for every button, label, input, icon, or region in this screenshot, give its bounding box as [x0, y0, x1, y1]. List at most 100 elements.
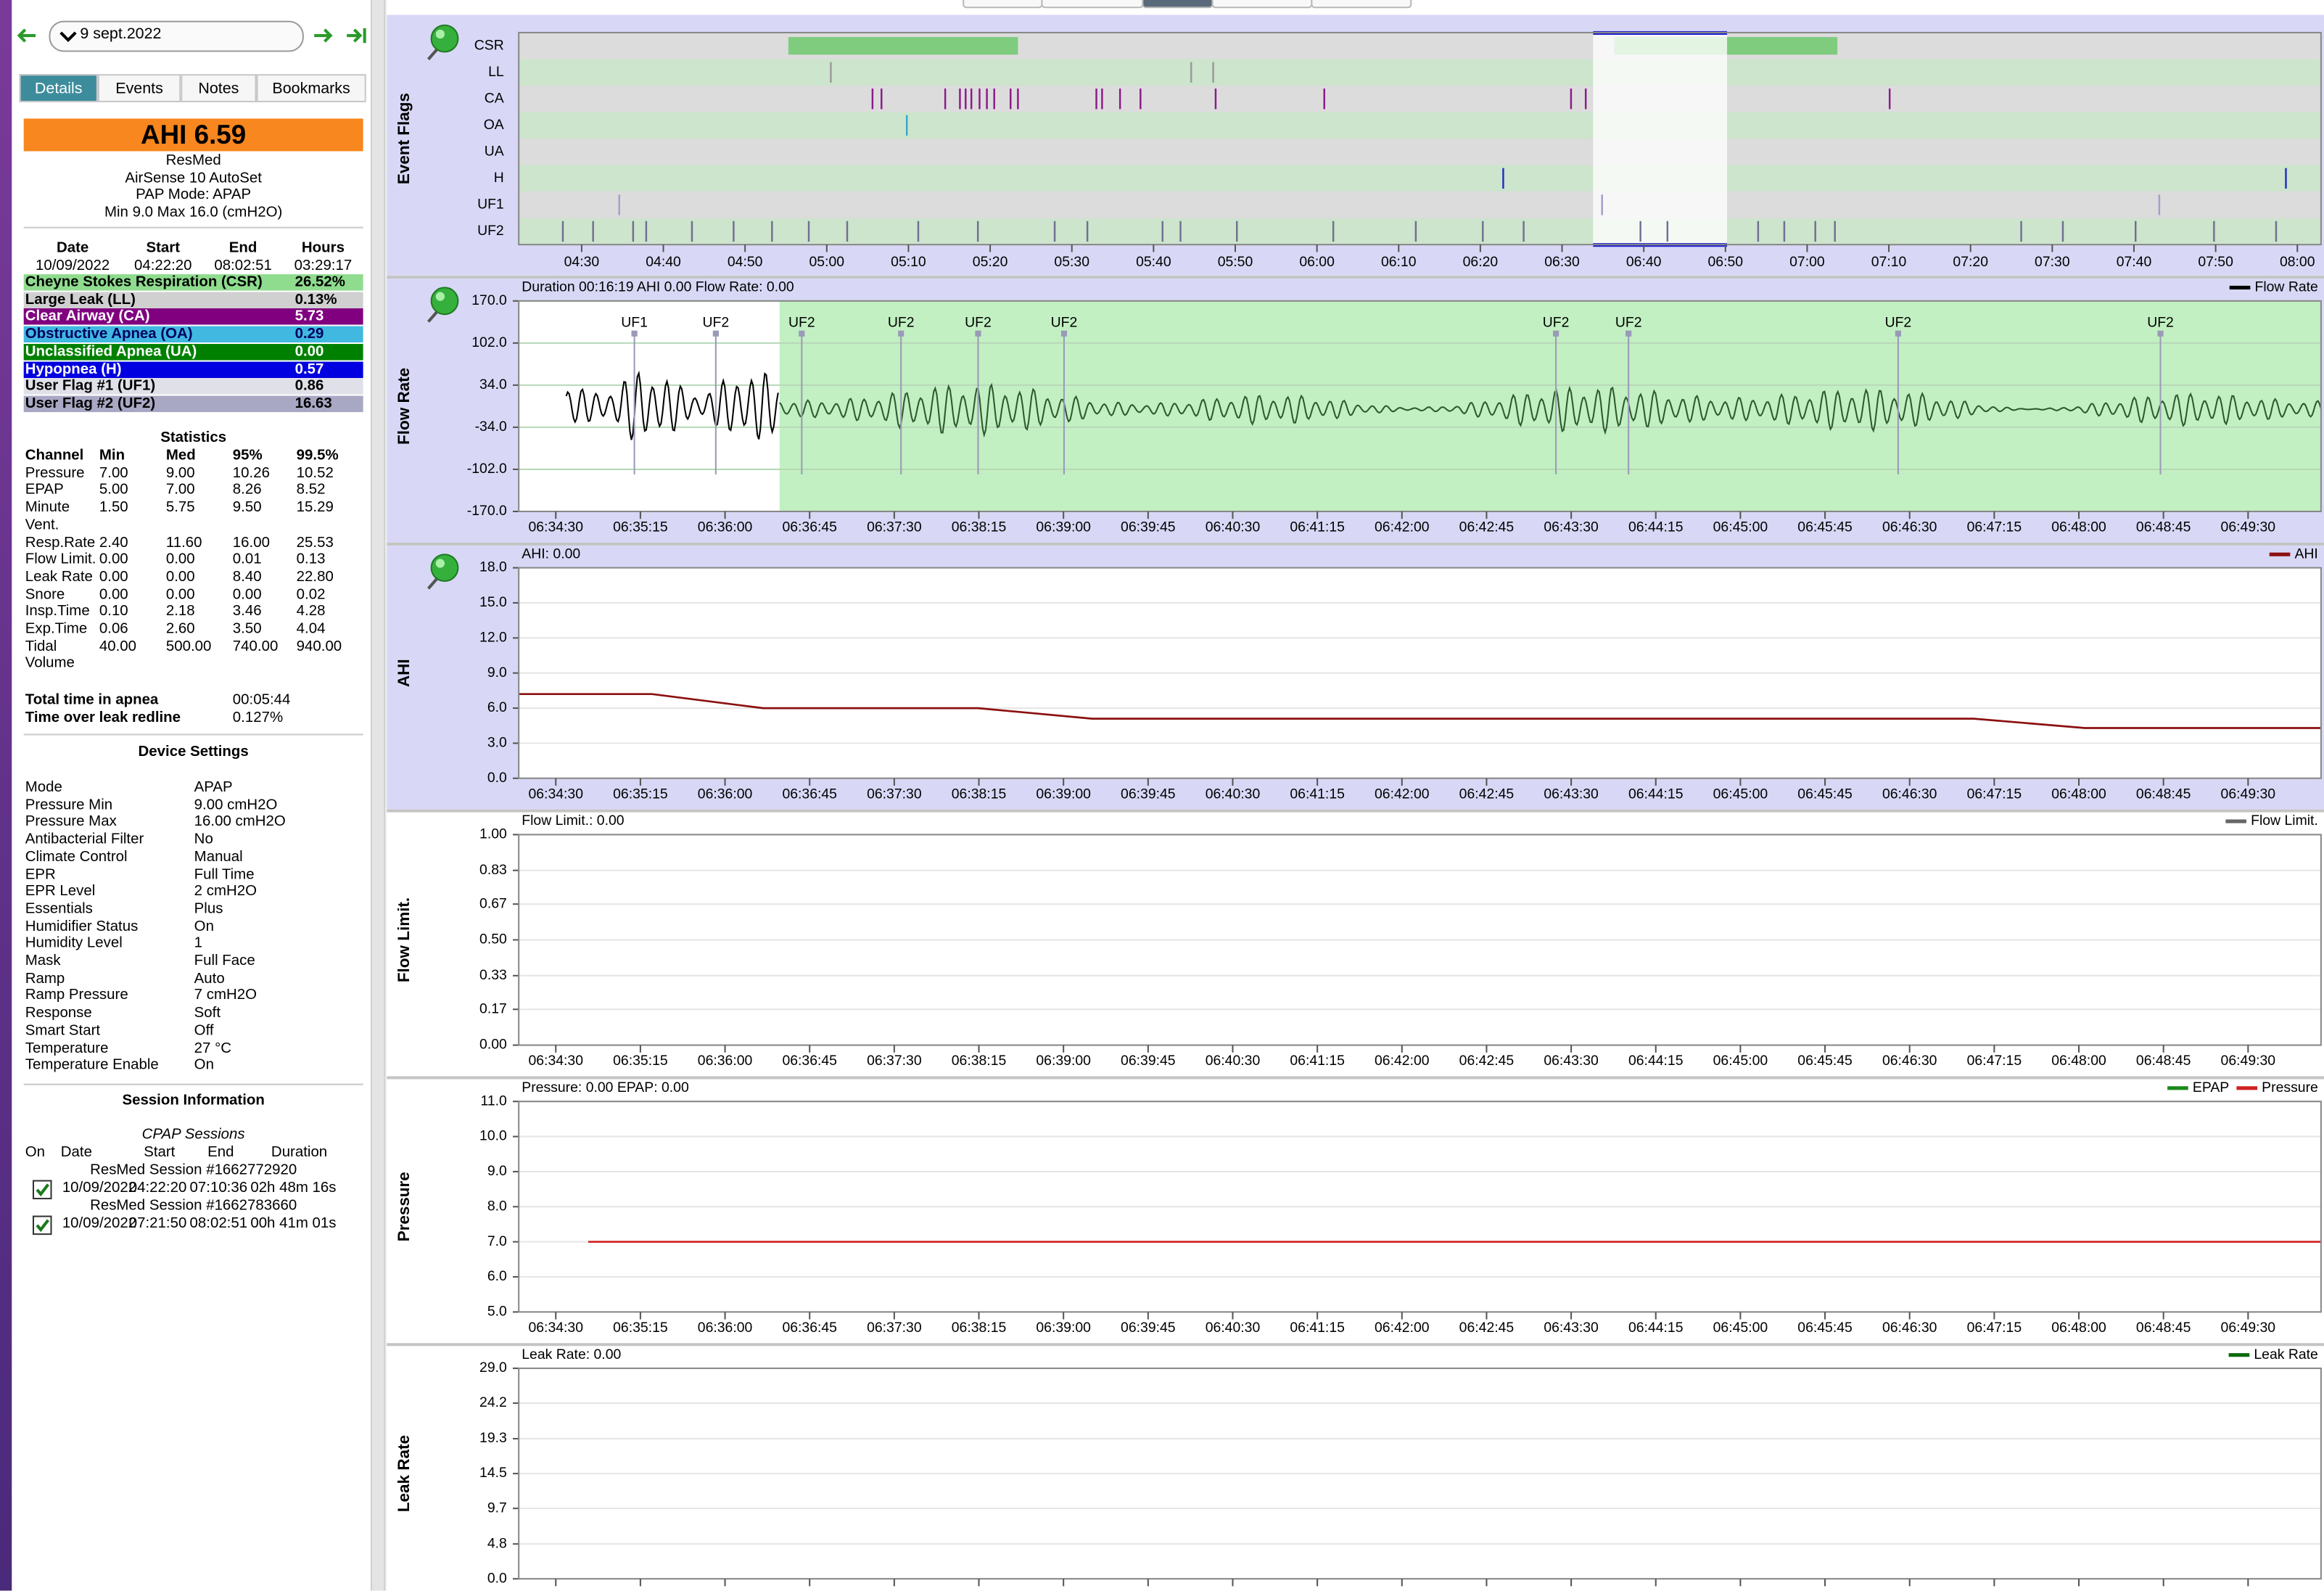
table-cell: APAP [194, 779, 233, 797]
table-row: Essentials Plus [25, 901, 358, 918]
next-day-button[interactable] [311, 25, 335, 46]
y-tick-label: -170.0 [467, 503, 507, 519]
flag-marker-head [712, 330, 719, 337]
table-cell: 40.00 [99, 638, 137, 655]
summary-header: Start [146, 240, 181, 257]
toolbar-button[interactable] [1311, 0, 1412, 9]
x-tick-label: 06:42:45 [1459, 519, 1515, 535]
event-index-value: 5.73 [294, 308, 324, 326]
x-tick-label: 06:47:15 [1967, 1053, 2022, 1069]
tab[interactable]: Notes [181, 74, 257, 102]
y-tick-label: 0.0 [487, 1570, 507, 1586]
toolbar-button[interactable] [963, 0, 1043, 9]
panel-separator [387, 276, 2324, 279]
x-tick-label: 06:45:00 [1713, 1053, 1768, 1069]
device-line: AirSense 10 AutoSet [125, 170, 262, 186]
session-checkbox[interactable] [32, 1215, 52, 1236]
flow-waveform [779, 382, 2322, 438]
event-index-name: Large Leak (LL) [25, 291, 136, 308]
splitter[interactable] [370, 0, 386, 1591]
session-checkbox[interactable] [32, 1180, 52, 1200]
total-label: Total time in apnea [25, 692, 159, 709]
event-index-row: Unclassified Apnea (UA) 0.00 [23, 343, 363, 361]
table-cell: Antibacterial Filter [25, 831, 144, 849]
event-index-value: 0.29 [294, 326, 324, 343]
toolbar-button[interactable] [1142, 0, 1213, 9]
tab[interactable]: Bookmarks [256, 74, 366, 102]
table-cell: 9.00 [165, 465, 195, 482]
plot-border [518, 1101, 2322, 1313]
table-header: Channel Min Med 95% 99.5% [25, 448, 371, 465]
flag-label: UF2 [788, 315, 815, 331]
x-tick-label: 05:30 [1054, 254, 1089, 270]
x-tick-label: 06:35:15 [613, 786, 668, 802]
selection [1593, 32, 1728, 245]
table-cell: 0.00 [165, 551, 195, 569]
table-cell: Off [194, 1022, 214, 1040]
toolbar-button[interactable] [1041, 0, 1144, 9]
y-tick-label: 6.0 [487, 1268, 507, 1284]
flag-marker-head [975, 330, 981, 337]
flag-row-label: CA [485, 90, 504, 106]
section-title: Session Information [122, 1092, 265, 1109]
x-tick-label: 07:30 [2035, 254, 2070, 270]
table-cell: Climate Control [25, 849, 128, 866]
total-value: 00:05:44 [232, 692, 291, 709]
header-cell: 95% [232, 448, 263, 464]
table-cell: Flow Limit. [25, 551, 96, 569]
table-row: Temperature Enable On [25, 1057, 358, 1074]
event-index-value: 0.57 [294, 361, 324, 378]
x-tick-label: 06:39:00 [1036, 519, 1091, 535]
event-index-name: User Flag #2 (UF2) [25, 395, 156, 412]
tab[interactable]: Details [19, 74, 98, 102]
panel-separator [387, 1343, 2324, 1347]
last-day-button[interactable] [345, 25, 369, 46]
separator [23, 226, 363, 229]
table-cell: 0.00 [165, 586, 195, 603]
table-cell: Temperature [25, 1040, 109, 1056]
flag-row-label: UF1 [477, 196, 504, 212]
table-row: Humidity Level 1 [25, 936, 358, 953]
y-tick-label: 0.33 [479, 967, 507, 983]
toolbar-button[interactable] [1211, 0, 1313, 9]
summary-header: Date [56, 240, 89, 257]
x-tick-label: 06:38:15 [952, 1053, 1007, 1069]
x-tick-label: 05:40 [1136, 254, 1171, 270]
x-tick-label: 06:42:00 [1375, 519, 1430, 535]
table-cell: 0.10 [99, 604, 128, 620]
pin-head [430, 554, 459, 583]
table-cell: 3.46 [232, 604, 262, 620]
x-tick-label: 06:43:30 [1544, 519, 1599, 535]
tab[interactable]: Events [97, 74, 181, 102]
x-tick-label: 06:35:15 [613, 519, 668, 535]
y-tick-label: -102.0 [467, 461, 507, 477]
x-tick-label: 06:45:45 [1797, 786, 1853, 802]
date-picker[interactable]: 9 sept.2022 [49, 20, 304, 52]
separator [23, 733, 363, 736]
y-tick-label: 0.0 [487, 770, 507, 786]
dropdown-chevron [59, 31, 77, 43]
flag-marker-head [1060, 330, 1068, 337]
table-row: EPR Level 2 cmH2O [25, 884, 358, 901]
x-tick-label: 06:44:15 [1628, 786, 1684, 802]
total-label: Time over leak redline [25, 710, 181, 726]
summary-cell: 04:22:20 [133, 258, 192, 275]
previous-day-button[interactable] [15, 25, 38, 46]
session-header: End [207, 1144, 234, 1161]
legend-label: EPAP [2193, 1080, 2229, 1095]
table-row: Exp.Time 0.06 2.60 3.50 4.04 [25, 621, 371, 638]
flag-label: UF2 [965, 315, 992, 331]
x-tick-label: 06:36:00 [698, 1320, 753, 1336]
table-cell: 5.75 [165, 499, 195, 517]
y-tick-label: 15.0 [479, 594, 507, 610]
event-index-name: User Flag #1 (UF1) [25, 378, 156, 395]
table-cell: Tidal Volume [25, 638, 75, 673]
table-cell: 27 °C [194, 1040, 232, 1056]
table-cell: EPAP [25, 482, 64, 499]
flag-span [788, 37, 1018, 55]
table-cell: Full Time [194, 866, 255, 883]
y-tick-label: 1.00 [479, 826, 507, 842]
section-title: Statistics [160, 429, 227, 447]
